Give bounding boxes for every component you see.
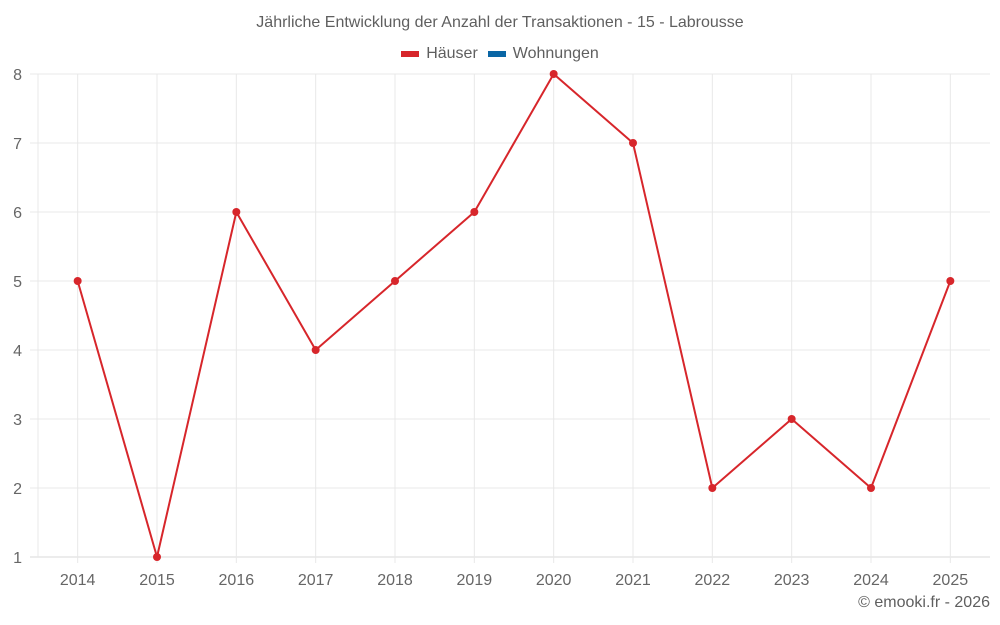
- y-tick-label: 2: [13, 481, 22, 498]
- chart-legend: Häuser Wohnungen: [0, 45, 1000, 63]
- x-axis-ticks: 2014 2015 2016 2017 2018 2019 2020 2021 2022 2023…: [60, 572, 968, 589]
- series-haeuser: [73, 70, 955, 561]
- data-point[interactable]: [391, 277, 399, 285]
- data-point[interactable]: [867, 484, 875, 492]
- y-tick-label: 6: [13, 205, 22, 222]
- legend-item-haeuser[interactable]: Häuser: [401, 45, 478, 63]
- y-tick-label: 5: [13, 274, 22, 291]
- legend-item-wohnungen[interactable]: Wohnungen: [487, 45, 599, 63]
- y-tick-label: 1: [13, 550, 22, 567]
- x-tick-label: 2015: [139, 572, 175, 589]
- x-tick-label: 2017: [298, 572, 334, 589]
- x-tick-label: 2022: [695, 572, 731, 589]
- x-tick-label: 2018: [377, 572, 413, 589]
- chart-title: Jährliche Entwicklung der Anzahl der Tra…: [256, 14, 744, 31]
- series-line: [76, 73, 952, 558]
- x-tick-label: 2014: [60, 572, 96, 589]
- legend-swatch-wohnungen-icon: [487, 51, 506, 57]
- copyright-footer: © emooki.fr - 2026: [858, 594, 990, 611]
- y-axis-ticks: 1 2 3 4 5 6 7 8: [13, 67, 22, 567]
- data-point[interactable]: [946, 277, 955, 285]
- x-tick-label: 2021: [615, 572, 651, 589]
- data-point[interactable]: [787, 415, 796, 423]
- legend-label-wohnungen: Wohnungen: [512, 45, 599, 62]
- grid-lines: [30, 73, 990, 563]
- x-tick-label: 2016: [219, 572, 255, 589]
- data-point[interactable]: [629, 139, 637, 147]
- x-tick-label: 2024: [853, 572, 889, 589]
- data-point[interactable]: [470, 208, 479, 216]
- data-point[interactable]: [232, 208, 241, 216]
- x-tick-label: 2019: [457, 572, 493, 589]
- data-point[interactable]: [311, 346, 320, 354]
- data-point[interactable]: [549, 70, 558, 78]
- data-point[interactable]: [153, 553, 161, 561]
- y-tick-label: 7: [13, 136, 22, 153]
- legend-swatch-haeuser-icon: [401, 51, 420, 57]
- x-tick-label: 2025: [933, 572, 969, 589]
- y-tick-label: 3: [13, 412, 22, 429]
- x-tick-label: 2020: [536, 572, 572, 589]
- legend-label-haeuser: Häuser: [426, 45, 478, 62]
- data-point[interactable]: [708, 484, 717, 492]
- data-point[interactable]: [73, 277, 82, 285]
- y-tick-label: 8: [13, 67, 22, 84]
- y-tick-label: 4: [13, 343, 22, 360]
- x-tick-label: 2023: [774, 572, 810, 589]
